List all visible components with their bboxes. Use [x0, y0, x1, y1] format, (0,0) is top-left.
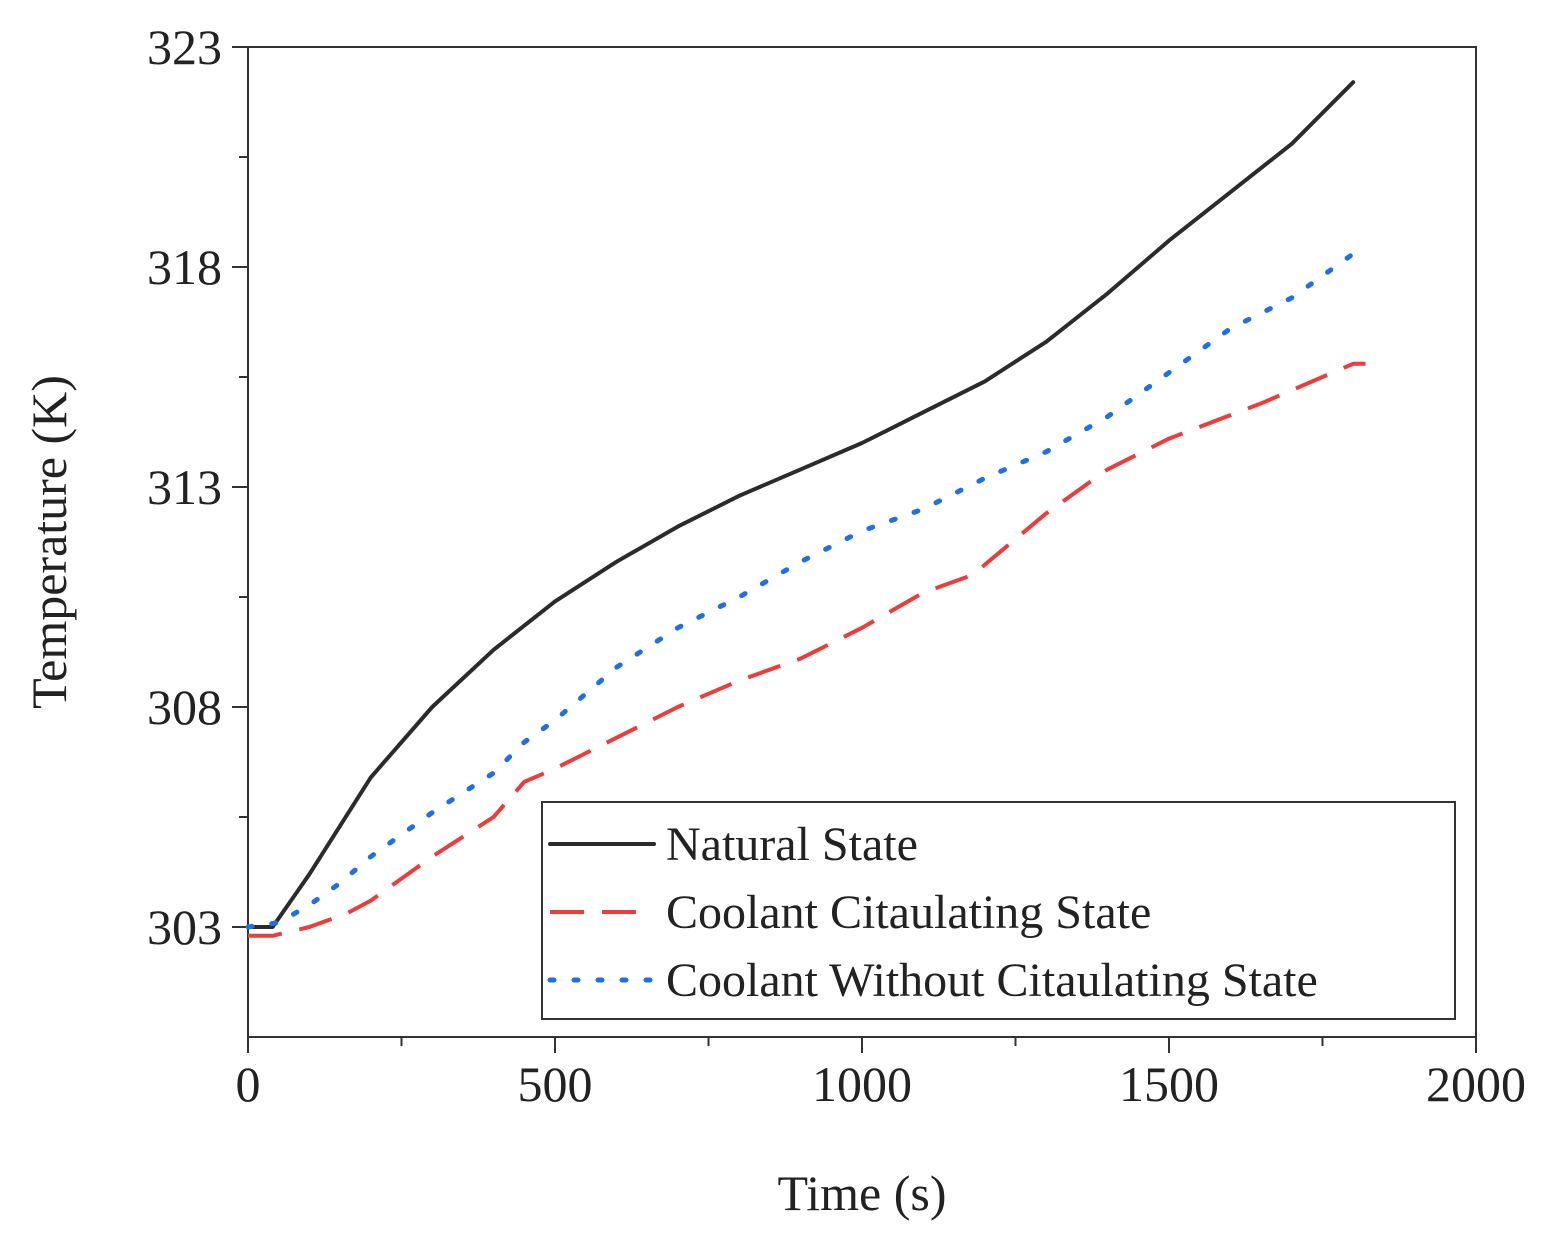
legend-label-0: Natural State — [666, 818, 918, 871]
y-tick-label: 313 — [147, 459, 222, 515]
y-tick-label: 318 — [147, 239, 222, 295]
x-tick-label: 1500 — [1119, 1056, 1219, 1112]
y-axis-title: Temperature (K) — [21, 375, 77, 709]
x-tick-label: 1000 — [812, 1056, 912, 1112]
axes: 0 500 1000 1500 2000 303 308 313 318 323 Time (s) T… — [21, 19, 1526, 1221]
y-tick-label: 303 — [147, 899, 222, 955]
series-line-1 — [248, 361, 1366, 938]
y-tick-label: 323 — [147, 19, 222, 75]
legend-label-2: Coolant Without Citaulating State — [666, 954, 1318, 1007]
series-line-2 — [245, 251, 1356, 930]
x-tick-label: 0 — [236, 1056, 261, 1112]
x-tick-label: 2000 — [1426, 1056, 1526, 1112]
legend-box — [541, 801, 1456, 1020]
legend-label-1: Coolant Citaulating State — [666, 886, 1151, 939]
x-tick-label: 500 — [518, 1056, 593, 1112]
series-group — [245, 80, 1366, 938]
y-tick-label: 308 — [147, 679, 222, 735]
x-axis-title: Time (s) — [777, 1165, 946, 1221]
legend: Natural State Coolant Citaulating State Co… — [541, 801, 1456, 1020]
series-line-0 — [246, 80, 1356, 929]
